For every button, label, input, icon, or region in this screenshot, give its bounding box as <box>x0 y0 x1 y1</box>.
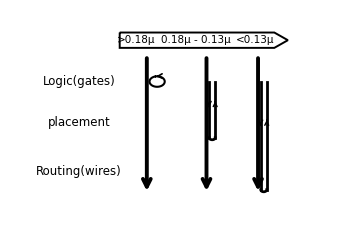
Text: Logic(gates): Logic(gates) <box>43 75 116 88</box>
Text: 0.18μ - 0.13μ: 0.18μ - 0.13μ <box>161 35 231 45</box>
Text: >0.18μ: >0.18μ <box>117 35 155 45</box>
Text: Routing(wires): Routing(wires) <box>36 165 122 178</box>
Text: placement: placement <box>48 116 110 129</box>
Text: <0.13μ: <0.13μ <box>236 35 275 45</box>
